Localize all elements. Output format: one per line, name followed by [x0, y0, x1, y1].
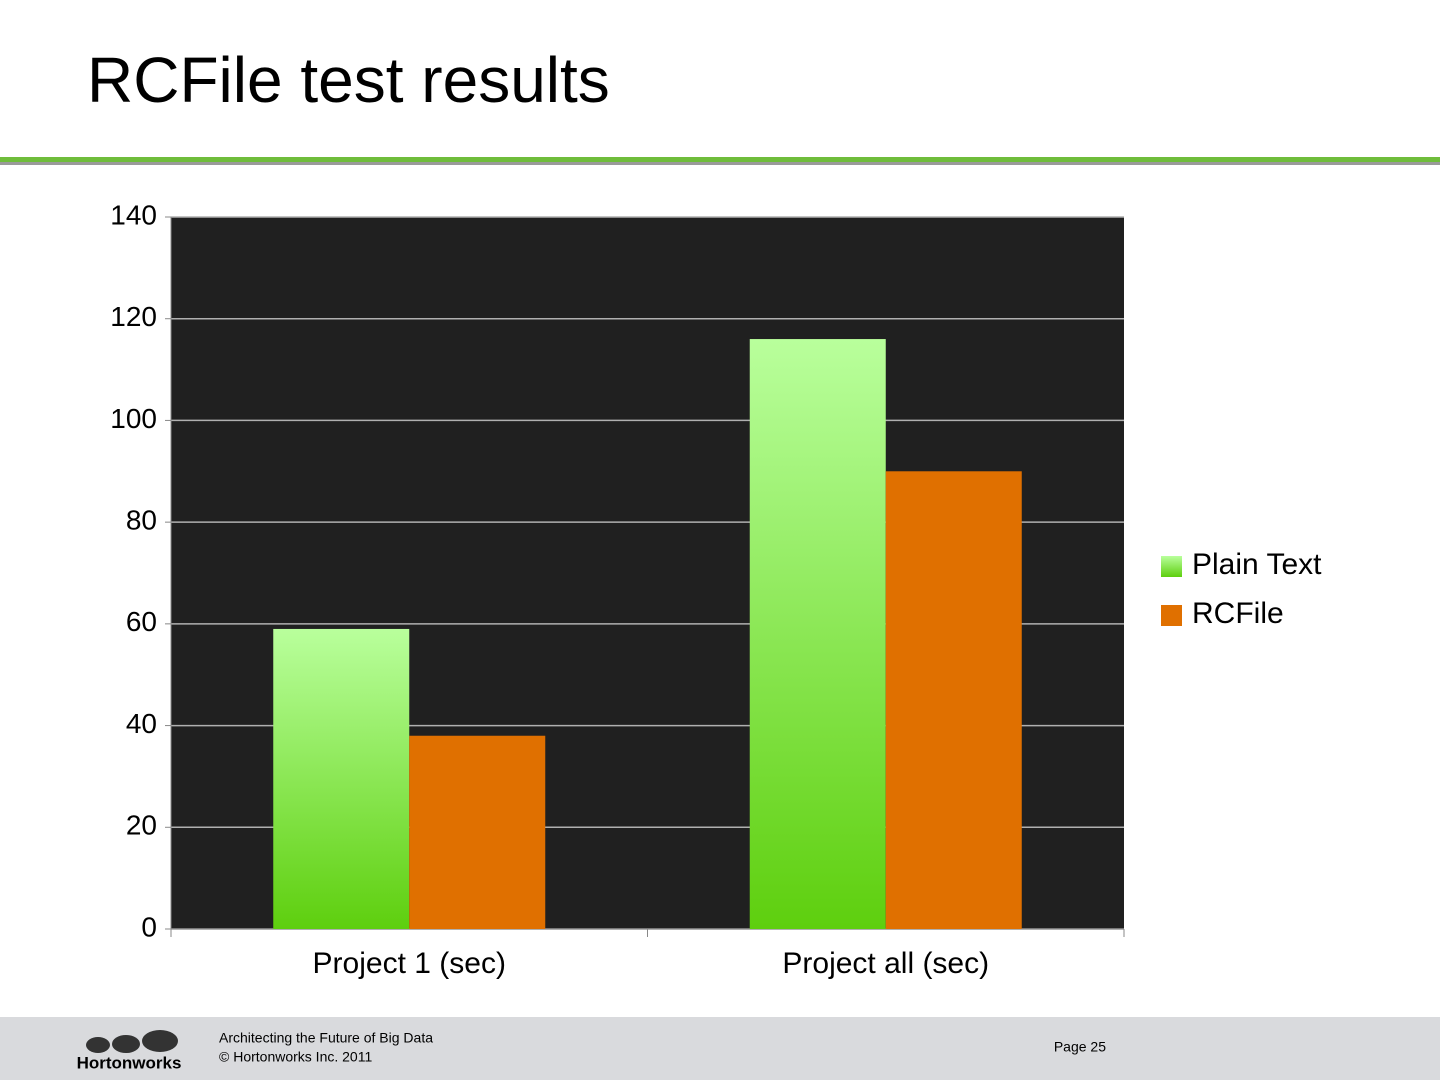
bar	[273, 628, 410, 929]
legend-label: Plain Text	[1192, 548, 1322, 581]
x-tick-label: Project all (sec)	[782, 947, 989, 980]
title-rule-shadow	[0, 162, 1440, 165]
y-tick-label: 60	[126, 606, 157, 637]
bar	[409, 735, 546, 929]
slide-title: RCFile test results	[87, 44, 610, 116]
logo-mark	[86, 1030, 178, 1053]
legend-swatch	[1161, 556, 1182, 577]
logo-text: Hortonworks	[77, 1053, 182, 1072]
footer-text: Architecting the Future of Big Data	[219, 1030, 433, 1046]
page-number: Page 25	[1054, 1039, 1106, 1055]
x-tick-label: Project 1 (sec)	[313, 947, 506, 980]
y-tick-label: 20	[126, 810, 157, 841]
y-tick-label: 40	[126, 708, 157, 739]
y-tick-label: 140	[110, 199, 157, 230]
footer-text: © Hortonworks Inc. 2011	[219, 1049, 372, 1065]
bar	[885, 471, 1022, 929]
legend-label: RCFile	[1192, 597, 1284, 630]
footer	[0, 1017, 1440, 1080]
legend-swatch	[1161, 605, 1182, 626]
title-rule	[0, 157, 1440, 162]
y-tick-label: 80	[126, 505, 157, 536]
y-tick-label: 0	[141, 911, 157, 942]
bar	[749, 339, 886, 929]
y-tick-label: 100	[110, 403, 157, 434]
y-tick-label: 120	[110, 301, 157, 332]
